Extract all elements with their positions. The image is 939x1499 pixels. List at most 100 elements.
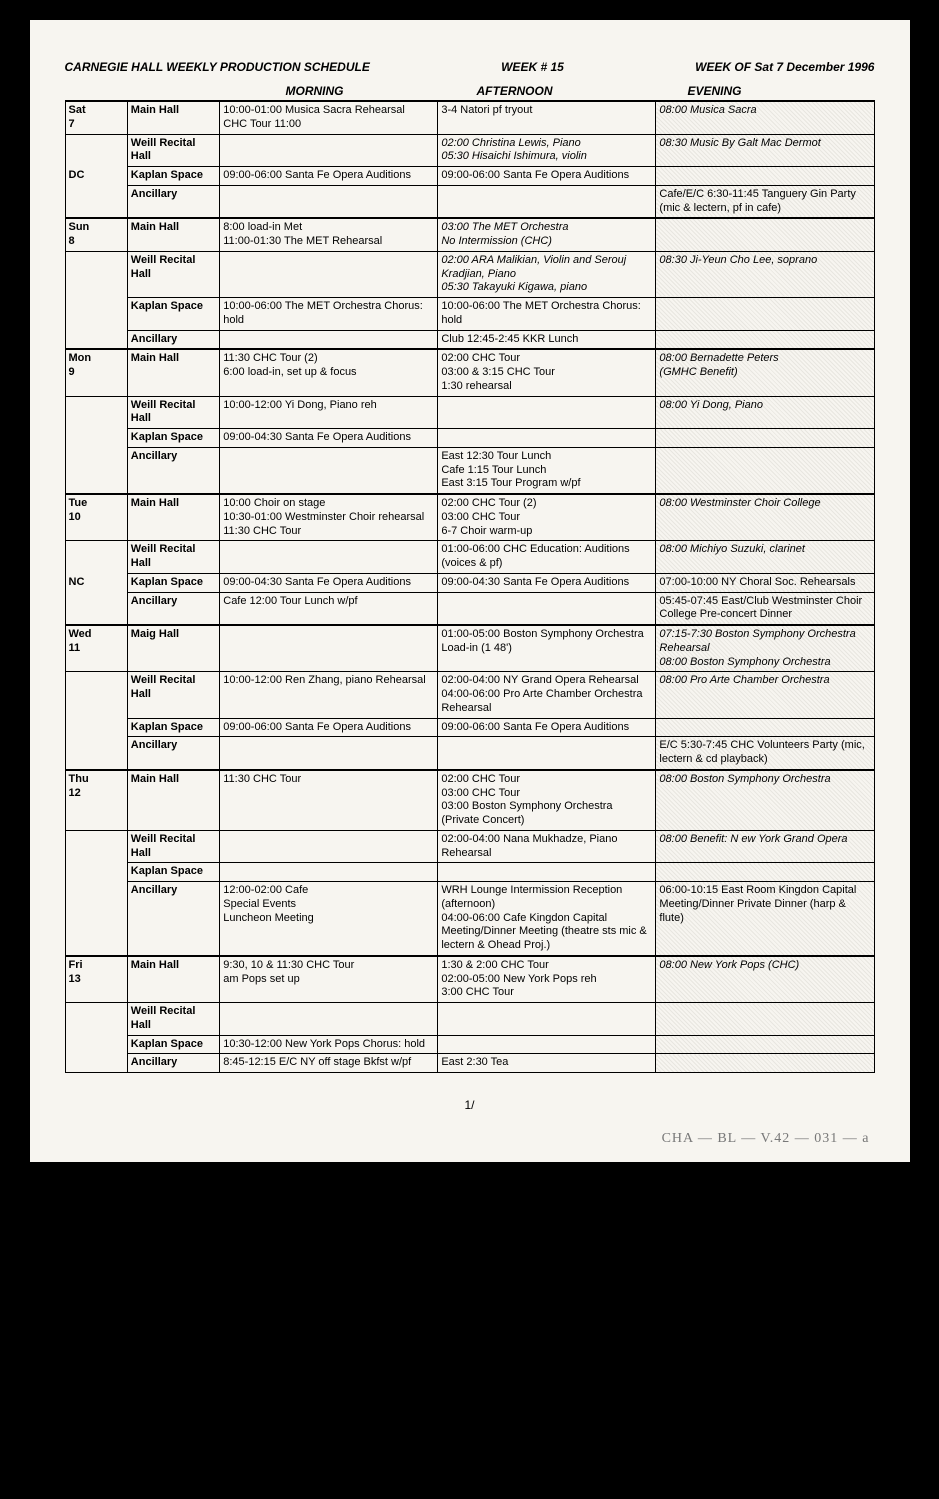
document-page: CARNEGIE HALL WEEKLY PRODUCTION SCHEDULE… <box>30 20 910 1162</box>
morning-cell <box>220 251 438 297</box>
venue-cell: Kaplan Space <box>127 1035 219 1054</box>
morning-cell: 9:30, 10 & 11:30 CHC Touram Pops set up <box>220 956 438 1003</box>
evening-cell: 07:15-7:30 Boston Symphony Orchestra Reh… <box>656 625 874 672</box>
afternoon-cell <box>438 863 656 882</box>
table-row: Mon9Main Hall11:30 CHC Tour (2)6:00 load… <box>65 349 874 396</box>
venue-cell: Weill Recital Hall <box>127 251 219 297</box>
venue-cell: Ancillary <box>127 185 219 218</box>
day-cell: Mon9 <box>65 349 127 396</box>
morning-cell: 8:45-12:15 E/C NY off stage Bkfst w/pf <box>220 1054 438 1073</box>
evening-cell <box>656 298 874 331</box>
afternoon-cell: 09:00-06:00 Santa Fe Opera Auditions <box>438 167 656 186</box>
table-row: Weill Recital Hall10:00-12:00 Yi Dong, P… <box>65 396 874 429</box>
table-row: Ancillary12:00-02:00 CafeSpecial EventsL… <box>65 882 874 956</box>
afternoon-cell: WRH Lounge Intermission Reception (after… <box>438 882 656 956</box>
table-row: Kaplan Space09:00-04:30 Santa Fe Opera A… <box>65 429 874 448</box>
evening-cell <box>656 1054 874 1073</box>
venue-cell: Ancillary <box>127 882 219 956</box>
afternoon-cell: 3-4 Natori pf tryout <box>438 101 656 134</box>
day-cell: Sun8 <box>65 218 127 251</box>
afternoon-cell: 02:00 CHC Tour (2)03:00 CHC Tour6-7 Choi… <box>438 494 656 541</box>
afternoon-cell: 01:00-05:00 Boston Symphony Orchestra Lo… <box>438 625 656 672</box>
table-row: Sun8Main Hall8:00 load-in Met11:00-01:30… <box>65 218 874 251</box>
table-row: Weill Recital Hall 02:00-04:00 Nana Mukha… <box>65 830 874 863</box>
morning-cell: 09:00-06:00 Santa Fe Opera Auditions <box>220 718 438 737</box>
venue-cell: Kaplan Space <box>127 298 219 331</box>
afternoon-cell <box>438 429 656 448</box>
table-row: Kaplan Space10:30-12:00 New York Pops Ch… <box>65 1035 874 1054</box>
table-row: Sat7Main Hall10:00-01:00 Musica Sacra Re… <box>65 101 874 134</box>
afternoon-cell: 02:00-04:00 Nana Mukhadze, Piano Rehears… <box>438 830 656 863</box>
venue-cell: Main Hall <box>127 101 219 134</box>
week-of: WEEK OF Sat 7 December 1996 <box>695 60 874 74</box>
evening-cell: Cafe/E/C 6:30-11:45 Tanguery Gin Party (… <box>656 185 874 218</box>
day-empty-cell <box>65 672 127 770</box>
venue-cell: Weill Recital Hall <box>127 830 219 863</box>
venue-cell: Ancillary <box>127 447 219 494</box>
table-row: Weill Recital Hall10:00-12:00 Ren Zhang,… <box>65 672 874 718</box>
evening-cell: 08:00 Musica Sacra <box>656 101 874 134</box>
evening-cell: 08:00 Pro Arte Chamber Orchestra <box>656 672 874 718</box>
table-row: Thu12Main Hall11:30 CHC Tour02:00 CHC To… <box>65 770 874 831</box>
morning-cell: 10:00-12:00 Ren Zhang, piano Rehearsal <box>220 672 438 718</box>
venue-cell: Kaplan Space <box>127 429 219 448</box>
col-morning: MORNING <box>215 84 415 98</box>
venue-cell: Kaplan Space <box>127 863 219 882</box>
table-row: Wed11Maig Hall 01:00-05:00 Boston Symphon… <box>65 625 874 672</box>
morning-cell: 11:30 CHC Tour <box>220 770 438 831</box>
afternoon-cell <box>438 396 656 429</box>
schedule-table: Sat7Main Hall10:00-01:00 Musica Sacra Re… <box>65 100 875 1073</box>
venue-cell: Weill Recital Hall <box>127 396 219 429</box>
venue-cell: Ancillary <box>127 330 219 349</box>
venue-cell: Main Hall <box>127 494 219 541</box>
afternoon-cell: 02:00 CHC Tour03:00 CHC Tour03:00 Boston… <box>438 770 656 831</box>
morning-cell: 10:00-12:00 Yi Dong, Piano reh <box>220 396 438 429</box>
afternoon-cell <box>438 592 656 625</box>
afternoon-cell: 02:00-04:00 NY Grand Opera Rehearsal04:0… <box>438 672 656 718</box>
day-cell: Wed11 <box>65 625 127 672</box>
morning-cell: 09:00-04:30 Santa Fe Opera Auditions <box>220 429 438 448</box>
venue-cell: Ancillary <box>127 737 219 770</box>
afternoon-cell: 1:30 & 2:00 CHC Tour02:00-05:00 New York… <box>438 956 656 1003</box>
table-row: Ancillary8:45-12:15 E/C NY off stage Bkf… <box>65 1054 874 1073</box>
day-note-cell: NC <box>65 541 127 625</box>
table-row: Ancillary Cafe/E/C 6:30-11:45 Tanguery Gi… <box>65 185 874 218</box>
table-row: Tue10Main Hall10:00 Choir on stage10:30-… <box>65 494 874 541</box>
morning-cell <box>220 447 438 494</box>
table-row: Weill Recital Hall02:00 ARA Malikian, Vi… <box>65 251 874 297</box>
table-row: Kaplan Space 09:00-06:00 Santa Fe Opera A… <box>65 167 874 186</box>
venue-cell: Main Hall <box>127 218 219 251</box>
morning-cell: 09:00-04:30 Santa Fe Opera Auditions <box>220 573 438 592</box>
day-cell: Thu12 <box>65 770 127 831</box>
evening-cell <box>656 218 874 251</box>
morning-cell <box>220 330 438 349</box>
afternoon-cell: 02:00 Christina Lewis, Piano05:30 Hisaic… <box>438 134 656 167</box>
column-headers: MORNING AFTERNOON EVENING <box>65 84 875 98</box>
venue-cell: Weill Recital Hall <box>127 541 219 574</box>
header-row: CARNEGIE HALL WEEKLY PRODUCTION SCHEDULE… <box>65 60 875 74</box>
evening-cell: 08:00 Benefit: N ew York Grand Opera <box>656 830 874 863</box>
table-row: AncillaryEast 12:30 Tour LunchCafe 1:15 … <box>65 447 874 494</box>
doc-title: CARNEGIE HALL WEEKLY PRODUCTION SCHEDULE <box>65 60 370 74</box>
morning-cell <box>220 737 438 770</box>
evening-cell <box>656 1003 874 1036</box>
evening-cell: 08:00 New York Pops (CHC) <box>656 956 874 1003</box>
venue-cell: Kaplan Space <box>127 573 219 592</box>
venue-cell: Weill Recital Hall <box>127 1003 219 1036</box>
venue-cell: Ancillary <box>127 592 219 625</box>
morning-cell: 11:30 CHC Tour (2)6:00 load-in, set up &… <box>220 349 438 396</box>
venue-cell: Maig Hall <box>127 625 219 672</box>
col-afternoon: AFTERNOON <box>415 84 615 98</box>
morning-cell: 10:00-01:00 Musica Sacra RehearsalCHC To… <box>220 101 438 134</box>
evening-cell: 08:30 Ji-Yeun Cho Lee, soprano <box>656 251 874 297</box>
day-note-cell: DC <box>65 134 127 218</box>
table-row: Weill Recital Hall <box>65 1003 874 1036</box>
morning-cell: Cafe 12:00 Tour Lunch w/pf <box>220 592 438 625</box>
afternoon-cell: 09:00-04:30 Santa Fe Opera Auditions <box>438 573 656 592</box>
venue-cell: Main Hall <box>127 349 219 396</box>
morning-cell <box>220 625 438 672</box>
venue-cell: Kaplan Space <box>127 167 219 186</box>
table-row: AncillaryClub 12:45-2:45 KKR Lunch <box>65 330 874 349</box>
evening-cell <box>656 330 874 349</box>
evening-cell: 08:00 Bernadette Peters(GMHC Benefit) <box>656 349 874 396</box>
